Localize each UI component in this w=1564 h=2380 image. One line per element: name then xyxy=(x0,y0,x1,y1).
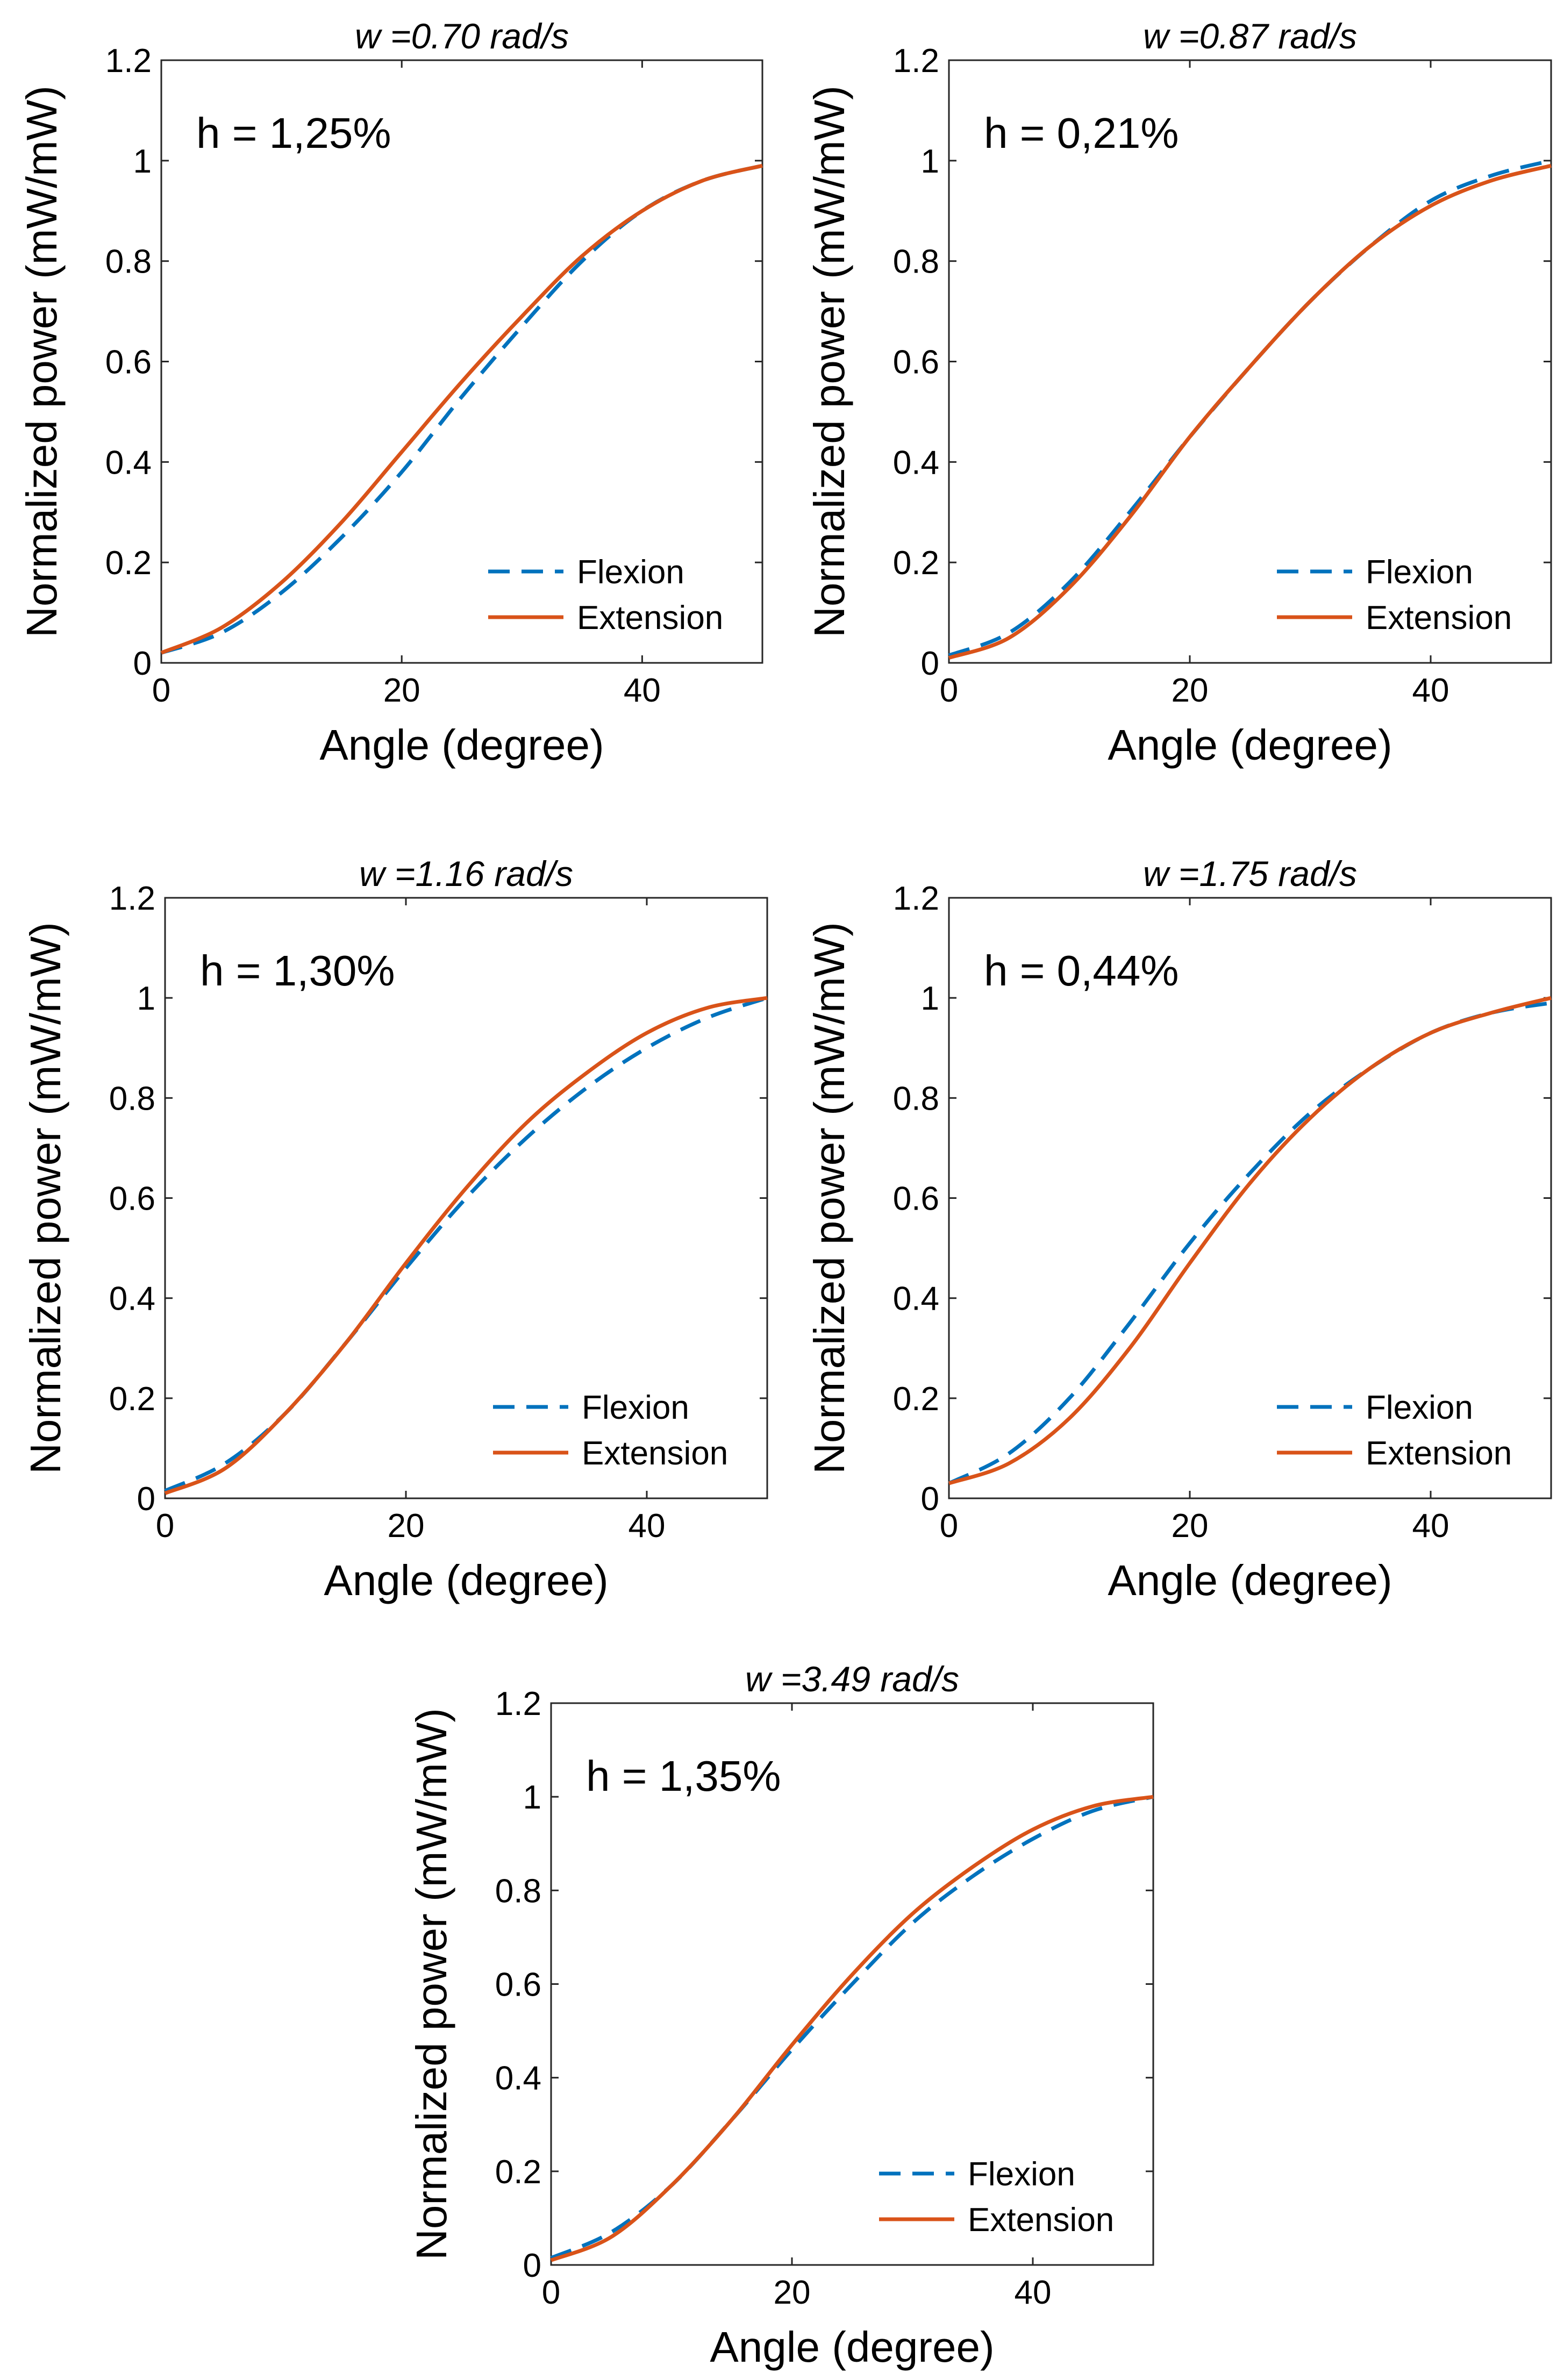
x-tick-label: 20 xyxy=(383,672,420,709)
legend-label-flexion: Flexion xyxy=(1366,1389,1473,1426)
hysteresis-annotation: h = 0,44% xyxy=(984,947,1179,995)
chart-panel-5: w =3.49 rad/s 0 0.2 0.4 0.6 0.8 1 1.2 0 20 40 Angle… xyxy=(408,1659,1154,2371)
legend-label-extension: Extension xyxy=(1366,1435,1512,1472)
x-tick-label: 0 xyxy=(152,672,170,709)
y-tick-label: 1 xyxy=(523,1779,541,1816)
series-line-flexion xyxy=(550,1795,1154,2260)
y-tick-label: 0.2 xyxy=(893,1381,939,1418)
y-tick-label: 1 xyxy=(133,143,152,180)
x-tick-label: 40 xyxy=(1015,2274,1052,2311)
y-tick-label: 1.2 xyxy=(105,42,152,80)
y-tick-label: 0.4 xyxy=(893,1281,939,1318)
chart-title: w =3.49 rad/s xyxy=(745,1659,959,1699)
y-tick-label: 1 xyxy=(137,980,155,1017)
y-tick-label: 0.6 xyxy=(109,1181,155,1218)
x-tick-label: 40 xyxy=(1412,1507,1449,1545)
plot-area xyxy=(160,59,763,664)
x-tick-label: 40 xyxy=(624,672,661,709)
x-axis-label: Angle (degree) xyxy=(1108,1556,1392,1604)
y-axis-label: Normalized power (mW/mW) xyxy=(805,922,853,1474)
y-tick-label: 0.6 xyxy=(893,344,939,381)
chart-panel-2: w =0.87 rad/s 0 0.2 0.4 0.6 0.8 1 1.2 0 20 40 Angle… xyxy=(805,16,1552,769)
chart-title: w =1.16 rad/s xyxy=(359,854,573,894)
x-tick-label: 20 xyxy=(774,2274,811,2311)
hysteresis-annotation: h = 1,25% xyxy=(196,109,391,157)
series-line-flexion xyxy=(164,996,768,1493)
legend-label-flexion: Flexion xyxy=(577,554,684,591)
x-tick-label: 0 xyxy=(156,1507,174,1545)
series-line-extension xyxy=(160,163,763,655)
chart-title: w =1.75 rad/s xyxy=(1143,854,1357,894)
y-tick-label: 0 xyxy=(921,1481,939,1518)
y-tick-label: 1.2 xyxy=(893,880,939,917)
y-tick-label: 0 xyxy=(137,1481,155,1518)
series-line-extension xyxy=(550,1795,1154,2262)
y-tick-label: 0.4 xyxy=(105,444,152,481)
y-tick-label: 0.2 xyxy=(109,1381,155,1418)
y-axis-label: Normalized power (mW/mW) xyxy=(805,85,853,638)
x-tick-label: 40 xyxy=(629,1507,666,1545)
legend-label-extension: Extension xyxy=(582,1435,728,1472)
y-tick-label: 0.4 xyxy=(893,444,939,481)
y-tick-label: 0.8 xyxy=(893,1080,939,1117)
legend-label-flexion: Flexion xyxy=(968,2156,1075,2193)
x-axis-label: Angle (degree) xyxy=(319,721,604,769)
x-tick-label: 40 xyxy=(1412,672,1449,709)
legend-label-extension: Extension xyxy=(1366,599,1512,637)
y-tick-label: 0.8 xyxy=(893,244,939,281)
hysteresis-annotation: h = 1,30% xyxy=(200,947,395,995)
x-axis-label: Angle (degree) xyxy=(324,1556,608,1604)
y-axis-label: Normalized power (mW/mW) xyxy=(408,1708,455,2260)
panels: w =0.70 rad/s 0 0.2 0.4 0.6 0.8 1 1.2 0 20 40 Angle… xyxy=(18,16,1552,2371)
legend-label-extension: Extension xyxy=(968,2202,1114,2239)
x-tick-label: 20 xyxy=(388,1507,425,1545)
series-line-extension xyxy=(948,163,1552,660)
plot-area xyxy=(164,897,768,1499)
y-tick-label: 1.2 xyxy=(109,880,155,917)
legend-label-flexion: Flexion xyxy=(1366,554,1473,591)
y-tick-label: 0 xyxy=(133,645,152,682)
chart-title: w =0.70 rad/s xyxy=(355,16,569,56)
y-tick-label: 0.2 xyxy=(495,2154,541,2191)
chart-panel-4: w =1.75 rad/s 0 0.2 0.4 0.6 0.8 1 1.2 0 20 40 Angle… xyxy=(805,854,1552,1604)
y-tick-label: 0.4 xyxy=(109,1281,155,1318)
y-tick-label: 0.8 xyxy=(109,1080,155,1117)
y-tick-label: 1.2 xyxy=(893,42,939,80)
y-tick-label: 0 xyxy=(523,2247,541,2284)
x-tick-label: 20 xyxy=(1172,1507,1209,1545)
y-tick-label: 0.6 xyxy=(495,1967,541,2004)
y-tick-label: 0.2 xyxy=(105,545,152,582)
series-line-extension xyxy=(948,996,1552,1485)
hysteresis-annotation: h = 1,35% xyxy=(586,1752,781,1800)
y-axis-label: Normalized power (mW/mW) xyxy=(22,922,69,1474)
chart-panel-3: w =1.16 rad/s 0 0.2 0.4 0.6 0.8 1 1.2 0 20 40 Angle… xyxy=(22,854,768,1604)
y-tick-label: 0.8 xyxy=(495,1872,541,1910)
plot-area xyxy=(948,897,1552,1499)
y-axis-label: Normalized power (mW/mW) xyxy=(18,85,66,638)
plot-area xyxy=(948,59,1552,664)
x-axis-label: Angle (degree) xyxy=(1108,721,1392,769)
y-tick-label: 0.8 xyxy=(105,244,152,281)
y-tick-label: 0.6 xyxy=(105,344,152,381)
legend-label-flexion: Flexion xyxy=(582,1389,689,1426)
y-tick-label: 0.4 xyxy=(495,2060,541,2097)
y-tick-label: 0.6 xyxy=(893,1181,939,1218)
x-tick-label: 0 xyxy=(542,2274,560,2311)
chart-panel-1: w =0.70 rad/s 0 0.2 0.4 0.6 0.8 1 1.2 0 20 40 Angle… xyxy=(18,16,763,769)
x-tick-label: 0 xyxy=(940,1507,958,1545)
y-tick-label: 1 xyxy=(921,143,939,180)
y-tick-label: 1.2 xyxy=(495,1685,541,1723)
chart-title: w =0.87 rad/s xyxy=(1143,16,1357,56)
hysteresis-annotation: h = 0,21% xyxy=(984,109,1179,157)
y-tick-label: 1 xyxy=(921,980,939,1017)
y-tick-label: 0 xyxy=(921,645,939,682)
series-line-extension xyxy=(164,996,768,1495)
x-axis-label: Angle (degree) xyxy=(710,2323,994,2371)
x-tick-label: 0 xyxy=(940,672,958,709)
legend-label-extension: Extension xyxy=(577,599,723,637)
y-tick-label: 0.2 xyxy=(893,545,939,582)
x-tick-label: 20 xyxy=(1172,672,1209,709)
